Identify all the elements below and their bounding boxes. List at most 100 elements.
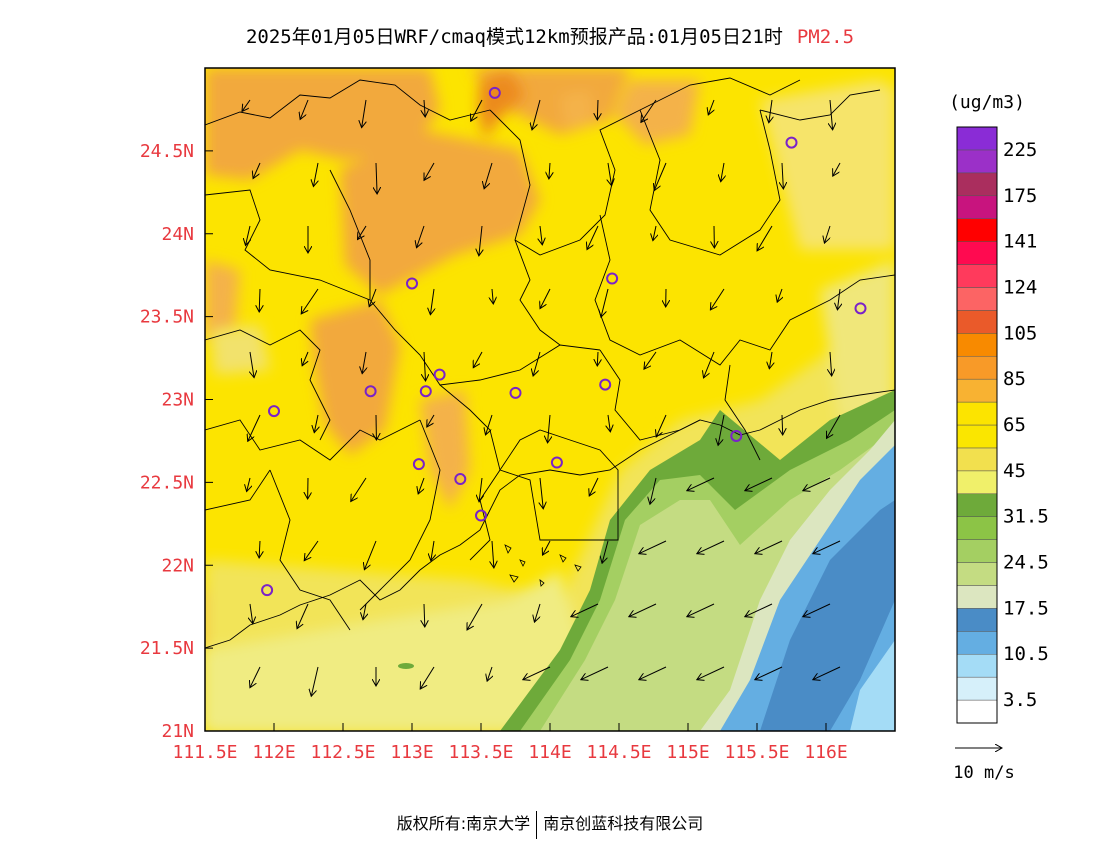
wind-arrow [484,162,493,189]
station-marker [606,272,619,285]
legend-swatch [956,241,998,265]
wind-arrow [654,162,667,191]
wind-arrow [718,414,725,445]
pale-yellow-patch [205,570,580,731]
wind-arrow [242,99,251,111]
legend-swatch [956,585,998,609]
hotspot-patch [478,72,525,140]
station-marker [550,456,563,469]
wind-arrow [486,414,493,435]
wind-arrow [430,288,434,315]
wind-arrow [827,414,841,438]
legend-swatch [956,493,998,517]
y-tick-label: 23.5N [140,307,194,328]
wind-arrow [782,162,783,189]
station-marker [488,86,501,99]
y-tick-label: 22N [161,555,194,576]
legend-swatch [956,676,998,701]
legend-swatch [956,172,998,197]
coastline [205,389,895,649]
wind-arrow [250,666,261,688]
y-tick-label: 23N [161,390,194,411]
wind-arrow [301,288,319,314]
wind-arrow [755,666,783,680]
legend-swatch [956,378,998,403]
wind-arrow [473,351,483,368]
station-marker [364,385,377,398]
wind-arrow [581,666,609,680]
legend-swatch [956,333,998,357]
legend-label: 45 [1003,460,1026,482]
legend-swatch [956,516,998,540]
wind-arrow [363,603,366,620]
station-marker [406,277,418,290]
deep-blue-band [760,500,895,731]
wind-arrow [745,477,773,491]
x-tick-label: 114.5E [586,742,651,763]
color-legend: 3.5 10.5 17.5 24.5 31.5 45 65 85 105 124 141 175 225 [956,126,1049,724]
title-text: 2025年01月05日WRF/cmaq模式12km预报产品:01月05日21时 [245,26,783,48]
wind-arrow [424,351,426,381]
legend-swatch [956,424,998,449]
wind-arrow [697,540,725,554]
wind-arrow [656,414,667,437]
wind-arrow [300,99,309,119]
wind-arrow [687,603,715,617]
wind-arrow [302,351,308,366]
wind-arrow [297,603,309,629]
station-marker [454,473,467,486]
pollution-field [205,68,895,731]
station-marker [599,378,612,391]
y-tick-label: 22.5N [140,472,194,493]
legend-label: 17.5 [1003,597,1049,619]
wind-arrow [644,351,657,369]
wind-arrow [589,477,599,496]
legend-swatch [956,195,998,219]
station-marker [785,136,798,149]
y-axis: 21N 21.5N 22N 22.5N 23N 23.5N 24N 24.5N [140,141,213,742]
wind-arrow [253,162,261,179]
small-green-spot [398,663,414,669]
wind-arrow [708,99,714,115]
legend-label: 85 [1003,368,1026,390]
station-marker [509,386,522,399]
wind-arrow [424,162,435,180]
legend-label: 31.5 [1003,506,1049,528]
footer-divider [536,810,538,839]
y-tick-label: 24N [161,224,194,245]
legend-swatch [956,287,998,311]
y-tick-label: 21.5N [140,638,194,659]
station-marker [433,368,446,381]
wind-arrow [597,99,598,120]
wind-arrow [639,540,667,554]
x-axis: 111.5E 112E 112.5E 113E 113.5E 114E 114.5E 115E… [172,723,848,763]
legend-label: 3.5 [1003,689,1037,711]
legend-label: 225 [1003,139,1037,161]
wind-arrow [769,99,772,123]
wind-arrow [246,225,250,245]
legend-swatch [956,631,998,655]
station-marker [854,302,867,315]
wind-arrow [697,666,725,680]
wind-arrow [311,666,319,696]
y-tick-label: 21N [161,721,194,742]
wind-scale: 10 m/s [953,748,1015,783]
wind-arrow [641,99,657,122]
station-marker [261,584,274,597]
wind-arrow [313,162,318,187]
wind-arrow [362,351,366,374]
legend-label: 65 [1003,414,1026,436]
wind-arrow [259,540,260,558]
legend-swatch [956,562,998,586]
wind-arrow [420,666,435,689]
legend-swatch [956,310,998,334]
copyright-left: 版权所有:南京大学 [396,814,531,833]
chart-title: 2025年01月05日WRF/cmaq模式12km预报产品:01月05日21时 P… [0,22,1100,49]
legend-label: 10.5 [1003,643,1049,665]
wind-arrow [376,162,377,194]
wind-arrow [745,603,773,617]
wind-arrow [830,99,833,130]
wind-arrow [601,288,609,317]
wind-arrow [362,99,366,128]
